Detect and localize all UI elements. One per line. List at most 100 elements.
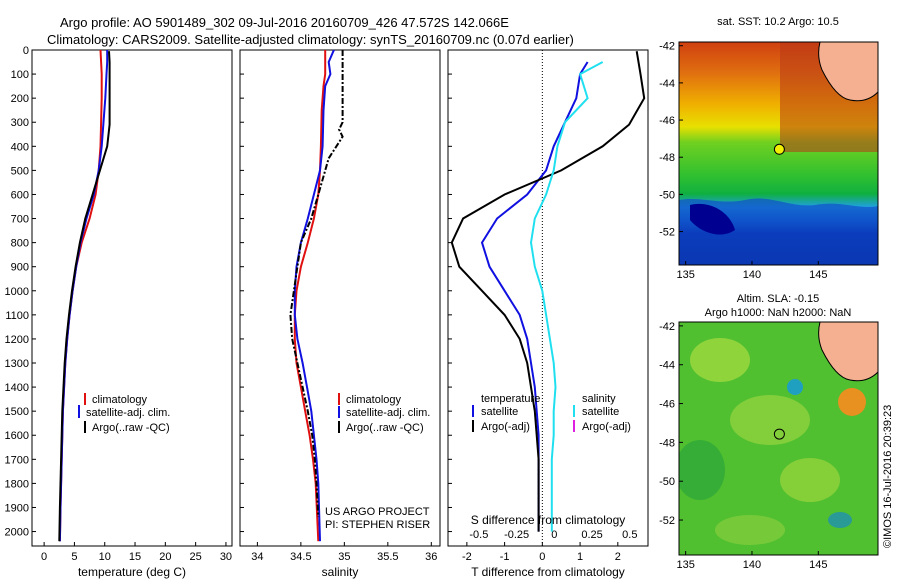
x-tick-label: 30 (220, 551, 232, 563)
cold-eddy-patch (690, 203, 735, 235)
map-x-tick-label: 140 (743, 269, 761, 281)
depth-tick-label: 300 (11, 117, 29, 129)
map-x-tick-label: 145 (809, 269, 827, 281)
sst-map-field (679, 42, 878, 265)
legend-label-satellite: satellite-adj. clim. (86, 407, 170, 419)
sla-map-title-line-2: Argo h1000: NaN h2000: NaN (705, 307, 852, 319)
argo-position-marker (773, 143, 785, 155)
x-tick-label: 36 (425, 551, 437, 563)
sla-high-anomaly (838, 388, 866, 416)
project-credit: US ARGO PROJECT (325, 506, 430, 518)
depth-tick-label: 900 (11, 262, 29, 274)
salinity-plot-frame (239, 49, 441, 547)
map-y-tick-label: -46 (659, 399, 675, 411)
map-y-tick-label: -42 (659, 41, 675, 53)
tasmania-landmass (818, 322, 878, 382)
legend-title-salinity: salinity (582, 393, 616, 405)
depth-tick-label: 1500 (5, 406, 29, 418)
sst-map-frame (678, 41, 879, 266)
sla-positive-anomaly (780, 458, 840, 502)
depth-tick-label: 800 (11, 238, 29, 250)
map-x-tick-label: 135 (676, 269, 694, 281)
x-tick-label: 35.5 (377, 551, 398, 563)
series-line-climatology (293, 50, 327, 542)
sla-positive-anomaly (690, 338, 750, 382)
salinity-panel: 34 34.5 35 35.5 36 salinity climatology sate… (239, 49, 441, 579)
x-tick-label: -1 (500, 551, 510, 563)
depth-tick-label: 0 (23, 45, 29, 57)
temperature-x-label: temperature (deg C) (78, 565, 186, 579)
salinity-y-ticks (240, 49, 244, 533)
x-tick-label: 0 (539, 551, 545, 563)
difference-legend: temperature satellite Argo(-adj) salinit… (472, 393, 631, 433)
depth-tick-label: 1300 (5, 358, 29, 370)
sla-positive-anomaly (730, 395, 810, 445)
tasmania-landmass (818, 42, 878, 102)
x-tick-label: 25 (190, 551, 202, 563)
map-y-tick-label: -42 (659, 321, 675, 333)
sla-map-title-line-1: Altim. SLA: -0.15 (737, 293, 820, 305)
map-y-tick-label: -48 (659, 152, 675, 164)
sst-map-title: sat. SST: 10.2 Argo: 10.5 (717, 16, 839, 28)
figure-title-line-2: Climatology: CARS2009. Satellite-adjuste… (47, 32, 574, 47)
temperature-series (58, 49, 111, 542)
x-tick-label: 20 (159, 551, 171, 563)
salinity-difference-axis: -0.5 -0.25 0 0.25 0.5 (469, 529, 637, 541)
sla-low-anomaly (787, 379, 803, 395)
legend-label-satellite: satellite-adj. clim. (346, 407, 430, 419)
x-tick-label: 15 (129, 551, 141, 563)
x-tick-label: -2 (462, 551, 472, 563)
argo-position-marker (773, 428, 785, 440)
depth-tick-label: 1800 (5, 478, 29, 490)
x-tick-label: 5 (71, 551, 77, 563)
cold-water-patch (679, 198, 878, 265)
depth-tick-label: 1000 (5, 286, 29, 298)
series-line-argo-raw-qc- (289, 50, 344, 518)
sla-negative-anomaly (679, 440, 725, 500)
x-tick-label: 0 (41, 551, 47, 563)
legend-label-s-satellite: satellite (582, 406, 619, 418)
salinity-x-axis: 34 34.5 35 35.5 36 (251, 542, 437, 563)
difference-y-ticks (448, 49, 452, 533)
top-tick-label: 0.25 (581, 529, 602, 541)
legend-label-t-satellite: satellite (481, 406, 518, 418)
map-y-tick-label: -46 (659, 115, 675, 127)
map-y-tick-label: -44 (659, 78, 675, 90)
temperature-legend: climatology satellite-adj. clim. Argo(..… (78, 393, 170, 434)
depth-tick-label: 1700 (5, 454, 29, 466)
legend-label-climatology: climatology (346, 394, 402, 406)
sst-map-panel: sat. SST: 10.2 Argo: 10.5 135 140 145 -42 -4… (659, 16, 879, 281)
series-line-s-satellite (529, 61, 604, 532)
difference-x-label: T difference from climatology (471, 565, 625, 579)
map-y-tick-label: -44 (659, 360, 675, 372)
x-tick-label: 1 (577, 551, 583, 563)
depth-tick-label: 2000 (5, 527, 29, 539)
map-x-tick-label: 140 (743, 559, 761, 571)
depth-tick-label: 1200 (5, 334, 29, 346)
sla-positive-anomaly (715, 515, 785, 545)
depth-tick-label: 400 (11, 141, 29, 153)
figure-title-line-1: Argo profile: AO 5901489_302 09-Jul-2016… (60, 15, 509, 30)
salinity-x-label: salinity (322, 565, 359, 579)
difference-series (450, 51, 646, 532)
x-tick-label: 34 (251, 551, 263, 563)
depth-tick-label: 1400 (5, 382, 29, 394)
depth-tick-label: 1100 (5, 310, 29, 322)
sla-map-axes: 135 140 145 -42 -44 -46 -48 -50 -52 (659, 321, 827, 571)
map-y-tick-label: -48 (659, 437, 675, 449)
depth-tick-label: 200 (11, 93, 29, 105)
legend-label-t-argo: Argo(-adj) (481, 421, 530, 433)
map-y-tick-label: -52 (659, 227, 675, 239)
x-tick-label: 2 (615, 551, 621, 563)
depth-axis: 0 100 200 300 400 500 600 700 800 900 1000 1100 1200… (5, 45, 36, 539)
x-tick-label: 34.5 (290, 551, 311, 563)
salinity-series (289, 49, 344, 542)
map-y-tick-label: -50 (659, 189, 675, 201)
legend-label-argo: Argo(..raw -QC) (92, 422, 170, 434)
map-x-tick-label: 135 (676, 559, 694, 571)
x-tick-label: 10 (99, 551, 111, 563)
legend-label-climatology: climatology (92, 394, 148, 406)
series-line-t-argo (450, 51, 646, 532)
map-x-tick-label: 145 (809, 559, 827, 571)
depth-tick-label: 1600 (5, 430, 29, 442)
